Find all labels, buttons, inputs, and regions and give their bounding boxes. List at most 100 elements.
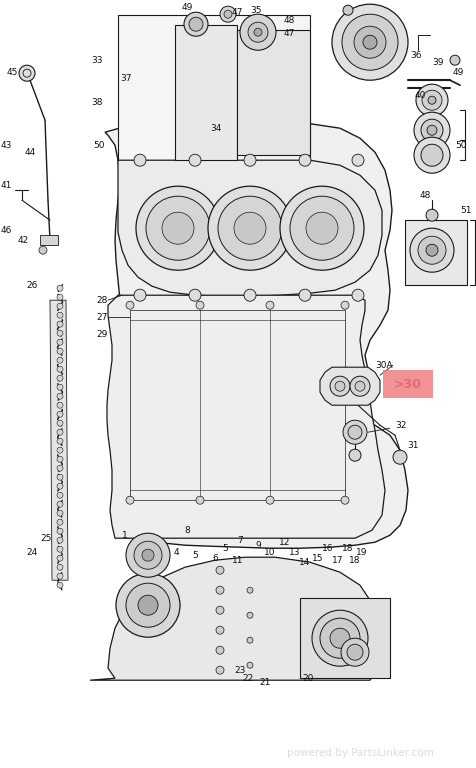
Circle shape: [220, 6, 236, 22]
Circle shape: [450, 55, 460, 65]
Text: 35: 35: [250, 5, 261, 15]
Circle shape: [312, 611, 368, 666]
Circle shape: [57, 456, 63, 462]
Circle shape: [421, 119, 443, 141]
Text: >30: >30: [394, 378, 422, 391]
Circle shape: [116, 573, 180, 637]
Circle shape: [341, 496, 349, 505]
Circle shape: [428, 96, 436, 104]
Circle shape: [422, 90, 442, 110]
Circle shape: [196, 301, 204, 310]
Text: 50: 50: [93, 141, 105, 150]
Circle shape: [247, 662, 253, 668]
Text: 5: 5: [222, 544, 228, 553]
Text: 49: 49: [182, 3, 193, 12]
Bar: [237, 30, 310, 155]
Circle shape: [355, 381, 365, 391]
Text: 11: 11: [232, 556, 244, 564]
Text: 49: 49: [453, 68, 465, 77]
Circle shape: [146, 196, 210, 260]
Circle shape: [341, 301, 349, 310]
Circle shape: [57, 537, 63, 543]
Circle shape: [348, 425, 362, 439]
Circle shape: [244, 290, 256, 301]
Text: 5: 5: [192, 551, 198, 560]
Polygon shape: [90, 558, 382, 680]
Circle shape: [57, 582, 63, 588]
Text: 40: 40: [415, 91, 426, 100]
Circle shape: [57, 348, 63, 354]
Text: 33: 33: [91, 56, 103, 65]
Text: 18: 18: [349, 556, 361, 564]
Text: 9: 9: [255, 541, 261, 550]
Text: 8: 8: [184, 526, 190, 535]
Circle shape: [234, 212, 266, 244]
Text: 39: 39: [432, 58, 444, 67]
Circle shape: [306, 212, 338, 244]
Text: 17: 17: [332, 556, 344, 564]
Circle shape: [57, 439, 63, 444]
Circle shape: [57, 402, 63, 409]
Bar: [118, 15, 310, 165]
Circle shape: [332, 4, 408, 80]
Circle shape: [247, 588, 253, 593]
Circle shape: [57, 313, 63, 318]
Circle shape: [335, 381, 345, 391]
Text: 2: 2: [145, 534, 151, 543]
Circle shape: [57, 357, 63, 363]
Circle shape: [57, 285, 63, 291]
Circle shape: [426, 244, 438, 257]
Circle shape: [57, 294, 63, 300]
Text: 10: 10: [264, 548, 276, 557]
Circle shape: [57, 339, 63, 345]
Circle shape: [57, 492, 63, 498]
Text: powered by PartsLinker.com: powered by PartsLinker.com: [287, 748, 434, 758]
Circle shape: [363, 35, 377, 49]
Text: 36: 36: [410, 51, 422, 60]
Circle shape: [57, 528, 63, 535]
Text: 34: 34: [210, 124, 221, 133]
Text: 3: 3: [160, 541, 166, 550]
Circle shape: [19, 65, 35, 81]
Circle shape: [57, 546, 63, 552]
Circle shape: [216, 586, 224, 594]
Circle shape: [57, 366, 63, 372]
Bar: [40, 235, 58, 245]
Circle shape: [426, 209, 438, 221]
Circle shape: [57, 384, 63, 390]
Circle shape: [189, 17, 203, 31]
Circle shape: [266, 496, 274, 505]
Text: 48: 48: [420, 190, 431, 200]
Circle shape: [347, 644, 363, 660]
Text: 25: 25: [40, 534, 52, 543]
Text: 29: 29: [97, 329, 108, 339]
Circle shape: [216, 626, 224, 634]
Circle shape: [57, 502, 63, 507]
Circle shape: [57, 393, 63, 399]
FancyBboxPatch shape: [383, 370, 433, 398]
Circle shape: [57, 555, 63, 561]
Bar: [175, 25, 237, 161]
Polygon shape: [50, 300, 68, 580]
Text: 16: 16: [322, 544, 334, 553]
Circle shape: [208, 186, 292, 270]
Polygon shape: [107, 295, 385, 538]
Text: 43: 43: [0, 141, 12, 150]
Circle shape: [393, 450, 407, 464]
Circle shape: [299, 154, 311, 166]
Circle shape: [343, 5, 353, 15]
Circle shape: [414, 112, 450, 148]
Circle shape: [352, 290, 364, 301]
Circle shape: [224, 10, 232, 18]
Circle shape: [57, 420, 63, 426]
Circle shape: [57, 330, 63, 336]
Bar: [300, 598, 390, 678]
Circle shape: [134, 541, 162, 569]
Text: 46: 46: [0, 226, 12, 235]
Text: 27: 27: [97, 313, 108, 322]
Circle shape: [216, 646, 224, 654]
Circle shape: [330, 628, 350, 648]
Circle shape: [57, 465, 63, 472]
Circle shape: [57, 564, 63, 570]
Circle shape: [330, 376, 350, 396]
